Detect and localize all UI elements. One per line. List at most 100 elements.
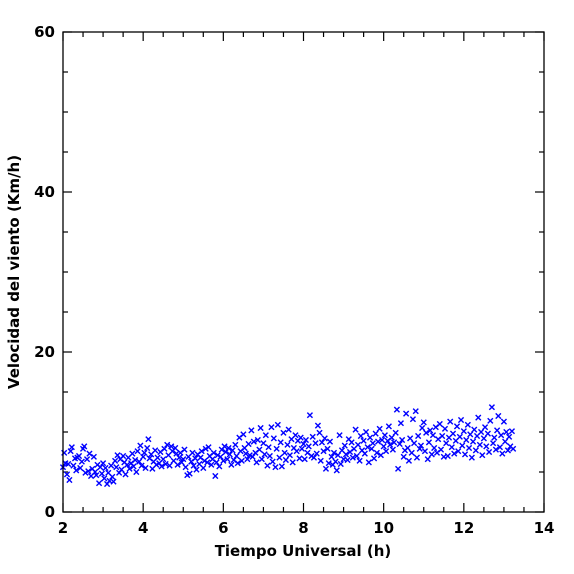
data-point [254, 436, 261, 444]
data-point [469, 438, 477, 445]
data-point [282, 456, 289, 464]
data-point [270, 435, 277, 442]
data-point [109, 473, 116, 480]
data-point [200, 464, 207, 472]
data-point [357, 432, 364, 440]
data-point [320, 448, 327, 455]
data-point [468, 454, 475, 461]
data-point [181, 446, 188, 453]
data-point [374, 438, 382, 445]
data-point [137, 442, 144, 449]
data-point [443, 440, 450, 447]
data-point [286, 452, 293, 459]
data-point [503, 428, 510, 436]
data-point [220, 457, 227, 464]
data-point [485, 448, 493, 456]
data-point [95, 480, 103, 487]
data-point [244, 456, 251, 463]
data-point [226, 451, 233, 458]
data-point [487, 417, 494, 424]
data-point [234, 460, 241, 467]
data-point [118, 466, 125, 473]
data-point [108, 462, 115, 469]
data-point [297, 434, 304, 441]
data-point [132, 456, 139, 464]
data-point [73, 467, 80, 474]
data-point [302, 436, 309, 444]
data-point [463, 436, 470, 444]
x-tick-label: 8 [298, 519, 308, 537]
data-point [465, 444, 473, 452]
data-point [436, 420, 443, 428]
data-point [90, 453, 97, 460]
data-point [260, 440, 267, 447]
data-point [321, 435, 328, 442]
data-point [348, 439, 355, 446]
data-point [424, 456, 431, 463]
data-point [448, 444, 455, 451]
y-axis-label: Velocidad del viento (Km/h) [5, 155, 23, 389]
data-point [495, 412, 502, 420]
data-point [238, 457, 245, 464]
data-point [476, 441, 483, 448]
data-point [492, 446, 499, 453]
data-point [378, 436, 386, 444]
x-tick-label: 6 [218, 519, 228, 537]
data-point [289, 459, 296, 466]
data-point [293, 448, 300, 455]
data-point [409, 416, 417, 423]
data-point [322, 465, 330, 472]
data-point [389, 446, 396, 453]
data-point [475, 414, 482, 421]
data-point [381, 432, 388, 439]
data-point [413, 454, 421, 461]
data-point [245, 440, 252, 448]
data-point [81, 443, 88, 450]
data-point [75, 452, 83, 460]
x-tick-labels: 2 4 6 8 10 12 14 [58, 519, 555, 537]
data-point [93, 472, 100, 479]
data-point [427, 427, 434, 434]
data-point [407, 435, 414, 442]
data-point [368, 445, 375, 452]
data-point [362, 428, 370, 436]
data-point [425, 439, 433, 446]
data-point [361, 450, 368, 457]
data-point [110, 478, 117, 485]
data-point [269, 458, 276, 465]
data-point [224, 456, 231, 463]
data-point [99, 460, 107, 467]
data-point [124, 461, 131, 468]
data-point [456, 433, 463, 440]
data-point [274, 421, 281, 428]
data-points [59, 404, 517, 488]
data-point [305, 443, 312, 450]
data-point [309, 433, 316, 440]
data-point [382, 448, 390, 455]
data-point [330, 449, 338, 456]
data-point [233, 452, 240, 460]
data-point [281, 449, 288, 456]
data-point [360, 437, 367, 444]
data-point [221, 443, 228, 450]
data-point [411, 440, 418, 447]
data-point [481, 424, 489, 431]
data-point [431, 444, 438, 452]
data-point [365, 459, 372, 466]
data-point [352, 426, 359, 433]
data-point [408, 449, 415, 456]
data-point [280, 429, 287, 436]
data-point [380, 443, 387, 450]
data-point [112, 457, 119, 464]
data-point [277, 439, 284, 446]
data-point [325, 460, 332, 467]
data-point [312, 440, 319, 447]
data-point [240, 431, 247, 438]
data-point [472, 447, 479, 454]
data-point [306, 412, 314, 419]
data-point [126, 465, 133, 472]
data-point [477, 428, 485, 436]
data-point [210, 449, 217, 456]
data-point [222, 448, 229, 456]
x-tick-label: 12 [453, 519, 474, 537]
